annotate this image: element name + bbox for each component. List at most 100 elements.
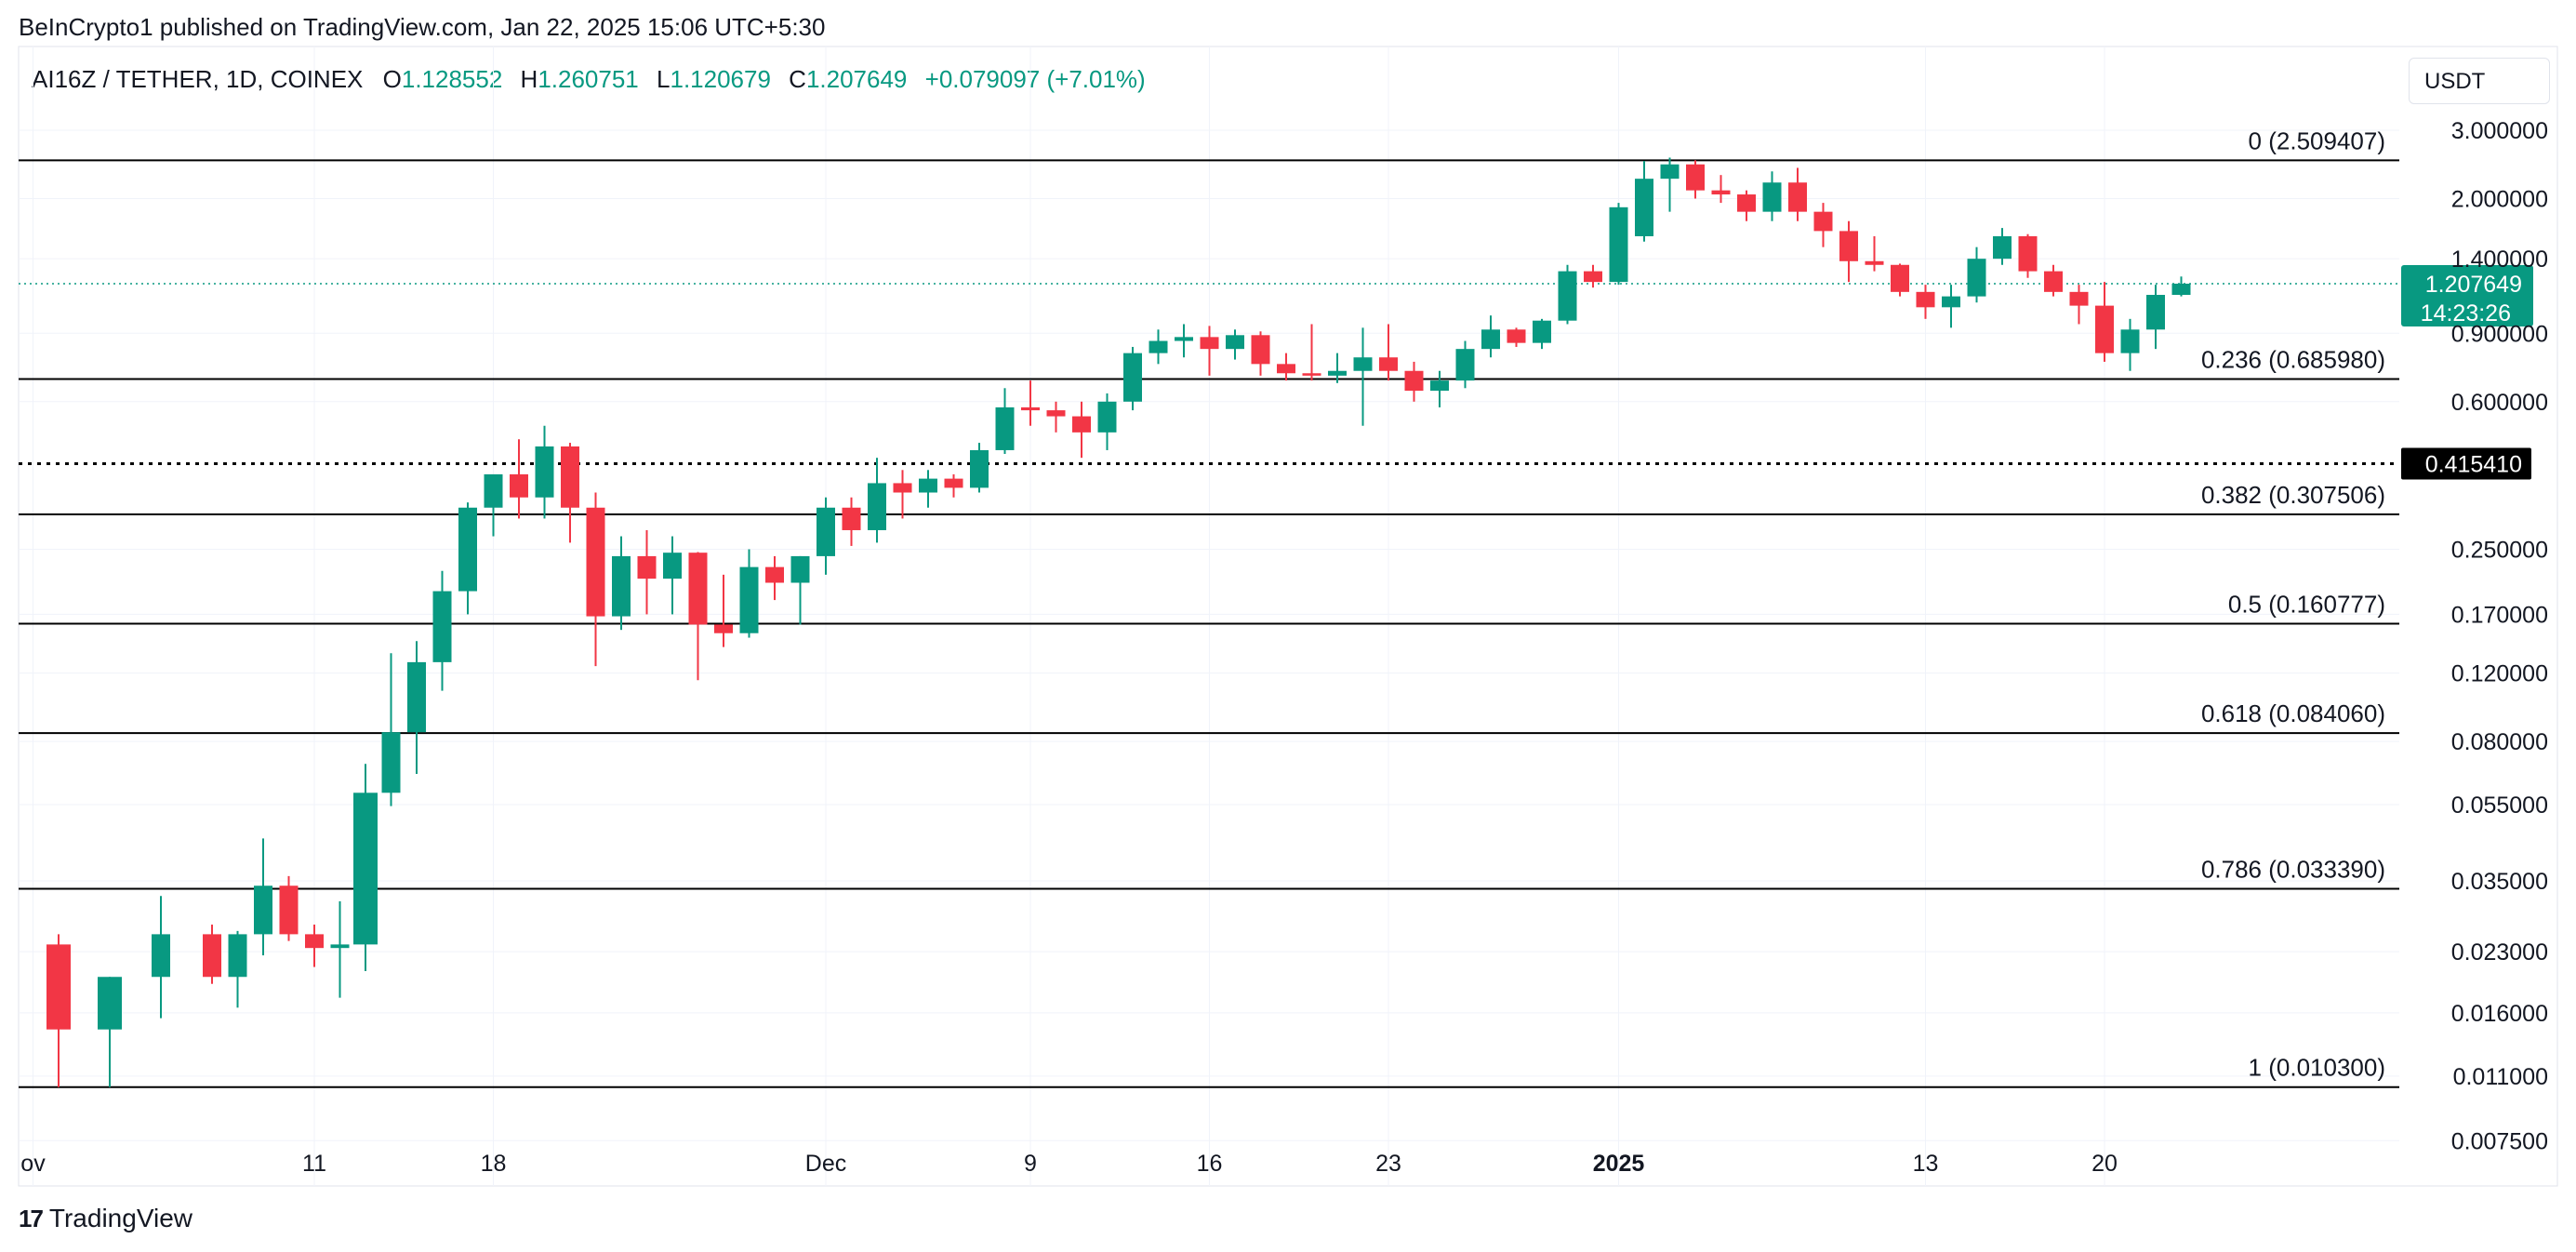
last-price-countdown: 14:23:26 <box>2421 300 2511 326</box>
candle-body <box>1455 349 1475 381</box>
candle-body <box>1430 380 1449 392</box>
candle-down <box>1302 324 1321 381</box>
candle-up <box>995 388 1015 455</box>
candle-body <box>612 555 631 617</box>
fibonacci-levels: 0 (2.509407) 0.236 (0.685980) 0.382 (0.307… <box>19 127 2533 1088</box>
x-tick-label: 11 <box>302 1151 326 1177</box>
candle-up <box>2120 318 2140 371</box>
candle-up <box>1455 340 1475 389</box>
candle-body <box>1251 335 1270 365</box>
symbol-label[interactable]: AI16Z / TETHER, 1D, COINEX <box>32 65 364 93</box>
candle-down <box>1711 175 1731 204</box>
candle-body <box>1584 271 1602 283</box>
currency-button[interactable]: USDT <box>2409 58 2550 104</box>
candle-up <box>98 977 122 1087</box>
candle-down <box>2095 282 2114 362</box>
candle-up <box>535 425 554 519</box>
candle-body <box>2044 271 2063 292</box>
candle-body <box>1226 335 1244 350</box>
candle-down <box>46 934 71 1087</box>
candle-up <box>330 900 350 998</box>
candle-body <box>305 934 324 949</box>
candle-down <box>1404 361 1424 402</box>
candle-up <box>1967 246 1986 303</box>
candle-up <box>970 443 989 493</box>
candle-body <box>688 553 708 625</box>
y-tick-label: 0.011000 <box>2453 1064 2548 1090</box>
candles <box>46 157 2191 1087</box>
candle-body <box>944 478 963 488</box>
candle-down <box>944 473 963 498</box>
close-value: 1.207649 <box>805 65 908 93</box>
candle-down <box>1379 324 1398 381</box>
candle-body <box>586 507 605 617</box>
candle-down <box>561 443 579 543</box>
high-label: H <box>520 65 538 93</box>
candle-body <box>46 944 71 1030</box>
candle-up <box>1558 264 1577 325</box>
fib-level-label: 0.618 (0.084060) <box>2201 699 2385 727</box>
candle-body <box>1097 401 1117 433</box>
candle-up <box>432 570 452 691</box>
candle-body <box>1021 406 1040 411</box>
candle-body <box>484 473 503 508</box>
candle-body <box>432 591 452 662</box>
candle-body <box>1711 190 1731 195</box>
candle-body <box>458 507 477 592</box>
candle-up <box>228 930 247 1008</box>
candle-body <box>1200 337 1219 350</box>
fib-level-label: 0.382 (0.307506) <box>2201 481 2385 509</box>
plot-frame <box>18 46 2558 1187</box>
candle-body <box>203 934 221 978</box>
candle-body <box>637 555 657 579</box>
candle-up <box>1635 161 1653 242</box>
x-tick-label: 16 <box>1197 1151 1223 1177</box>
x-tick-label: 20 <box>2091 1151 2118 1177</box>
open-value: 1.128552 <box>401 65 503 93</box>
candle-body <box>2018 235 2038 272</box>
candle-up <box>1942 285 1960 328</box>
candle-body <box>919 478 937 493</box>
candle-body <box>1175 337 1193 341</box>
candle-body <box>2146 295 2165 330</box>
candle-up <box>612 536 631 631</box>
fib-level-label: 0.236 (0.685980) <box>2201 346 2385 374</box>
candle-down <box>1788 167 1807 221</box>
candle-body <box>790 555 810 583</box>
candle-body <box>842 507 861 530</box>
candle-up <box>152 896 170 1019</box>
candle-down <box>1584 264 1602 288</box>
candle-up <box>739 549 759 638</box>
x-tick-label: 23 <box>1375 1151 1401 1177</box>
axes: 3.000000 2.000000 1.400000 0.900000 0.600000… <box>20 118 2548 1177</box>
candle-down <box>2018 233 2038 278</box>
candle-body <box>1149 340 1168 353</box>
fib-level-label: 0.5 (0.160777) <box>2228 591 2385 619</box>
candle-body <box>2171 283 2191 296</box>
candle-body <box>1379 357 1398 371</box>
candle-up <box>1097 393 1117 450</box>
y-tick-label: 0.120000 <box>2451 661 2548 687</box>
candle-up <box>407 641 426 774</box>
candle-body <box>98 977 122 1030</box>
candle-body <box>561 446 579 508</box>
candle-up <box>484 473 503 537</box>
candle-body <box>152 934 170 978</box>
open-label: O <box>382 65 402 93</box>
candle-down <box>1277 353 1295 381</box>
candle-up <box>1533 318 1551 350</box>
x-tick-label: ov <box>20 1151 46 1177</box>
candle-body <box>995 406 1015 450</box>
candle-body <box>1123 353 1142 402</box>
candle-up <box>1353 327 1373 426</box>
candle-body <box>1762 182 1782 212</box>
candle-down <box>279 875 299 941</box>
candle-body <box>510 473 528 498</box>
candle-down <box>893 470 912 519</box>
candle-body <box>1277 364 1295 374</box>
x-tick-label: 18 <box>481 1151 507 1177</box>
y-tick-label: 0.900000 <box>2451 321 2548 347</box>
candle-body <box>1609 206 1628 283</box>
candle-up <box>254 838 272 956</box>
